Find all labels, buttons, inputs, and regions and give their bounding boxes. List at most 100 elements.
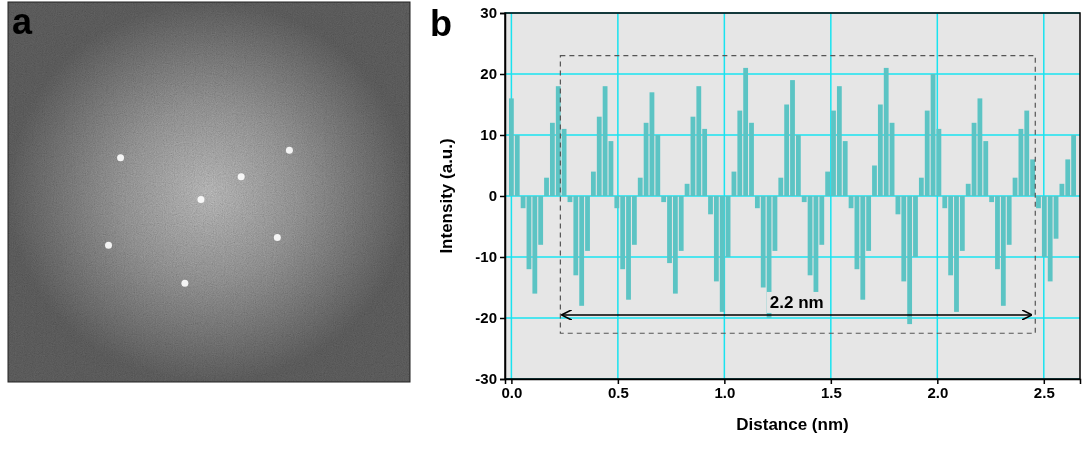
bar	[597, 117, 602, 196]
bar	[960, 196, 965, 251]
bar	[802, 196, 807, 202]
bar	[568, 196, 573, 202]
bar	[808, 196, 813, 275]
bar	[814, 196, 819, 306]
diffraction-spot	[181, 280, 188, 287]
y-axis-title: Intensity (a.u.)	[437, 138, 456, 253]
bar	[860, 196, 865, 300]
y-axis-tick-label: 20	[480, 65, 497, 82]
image-background	[8, 2, 410, 382]
bar	[573, 196, 578, 275]
bar	[989, 196, 994, 202]
annotation: 2.2 nm	[560, 56, 1035, 334]
bar	[778, 178, 783, 196]
x-axis-tick: 2.5	[1034, 379, 1055, 401]
bar	[843, 141, 848, 196]
bar	[620, 196, 625, 269]
y-axis-tick: -20	[475, 309, 505, 326]
y-axis-tick-mark	[500, 196, 505, 198]
bar	[884, 68, 889, 196]
bar	[831, 111, 836, 196]
bar	[773, 196, 778, 251]
bar	[732, 172, 737, 196]
bar	[761, 196, 766, 288]
annotation-label: 2.2 nm	[770, 293, 824, 312]
bar	[673, 196, 678, 294]
y-axis-tick-mark	[500, 74, 505, 76]
bar	[696, 86, 701, 196]
bar	[972, 123, 977, 196]
bar	[796, 135, 801, 196]
bar	[638, 178, 643, 196]
bar	[1030, 159, 1035, 196]
y-axis-tick: -10	[475, 248, 505, 265]
bar	[919, 178, 924, 196]
bar	[632, 196, 637, 245]
x-axis-tick-label: 0.5	[608, 384, 629, 401]
y-axis-tick-label: -20	[475, 309, 497, 326]
x-axis-tick: 1.5	[821, 379, 842, 401]
bar	[714, 196, 719, 281]
bar	[562, 129, 567, 196]
bar	[726, 196, 731, 257]
bar	[579, 196, 584, 306]
diffraction-spot	[238, 173, 245, 180]
bar	[591, 172, 596, 196]
bar	[532, 196, 537, 294]
y-axis-tick-mark	[500, 379, 505, 381]
bar	[538, 196, 543, 245]
y-axis-tick-label: 10	[480, 126, 497, 143]
x-axis-line	[506, 380, 1081, 385]
bar	[901, 196, 906, 281]
bar	[825, 172, 830, 196]
bar	[995, 196, 1000, 269]
x-axis-tick: 1.0	[714, 379, 735, 401]
figure: a0.00.51.01.52.02.5-30-20-100102030Dista…	[0, 0, 1088, 450]
bar	[966, 184, 971, 196]
bar	[515, 135, 520, 196]
bar	[1001, 196, 1006, 306]
bar	[679, 196, 684, 251]
x-axis-tick-label: 1.5	[821, 384, 842, 401]
bar	[655, 135, 660, 196]
bar	[1013, 178, 1018, 196]
x-axis-tick: 2.0	[927, 379, 948, 401]
bar	[1042, 196, 1047, 257]
bar	[907, 196, 912, 324]
plot-background	[505, 13, 1080, 379]
bar	[931, 74, 936, 196]
x-axis-tick-label: 1.0	[714, 384, 735, 401]
annotation-box	[560, 56, 1035, 334]
diffraction-spot	[286, 147, 293, 154]
bar	[896, 196, 901, 214]
bar	[544, 178, 549, 196]
bar	[685, 184, 690, 196]
bar	[749, 123, 754, 196]
y-axis-tick: 20	[480, 65, 505, 82]
panel-label: b	[430, 3, 452, 44]
bar	[509, 98, 514, 196]
grid-line-y	[505, 73, 1080, 75]
bar	[737, 111, 742, 196]
diffraction-spot	[197, 196, 204, 203]
y-axis-tick-label: 0	[489, 187, 497, 204]
bar	[708, 196, 713, 214]
bar	[650, 92, 655, 196]
x-axis-tick: 0.5	[608, 379, 629, 401]
bar	[1065, 159, 1070, 196]
bar	[890, 123, 895, 196]
bar	[527, 196, 532, 269]
grid-line-y	[505, 256, 1080, 258]
annotation-label-background	[767, 292, 827, 313]
bar	[644, 123, 649, 196]
x-axis-tick-label: 0.0	[501, 384, 522, 401]
image-border	[8, 2, 410, 382]
bar	[942, 196, 947, 208]
image-noise	[8, 2, 410, 382]
diffraction-spot	[274, 234, 281, 241]
y-axis-tick-mark	[500, 318, 505, 320]
chart-panel: 0.00.51.01.52.02.5-30-20-100102030Distan…	[430, 3, 1081, 434]
bar	[702, 129, 707, 196]
x-axis: 0.0 0.5 1.0 1.5 2.0 2.5	[501, 379, 1080, 401]
y-axis-line	[500, 14, 506, 380]
